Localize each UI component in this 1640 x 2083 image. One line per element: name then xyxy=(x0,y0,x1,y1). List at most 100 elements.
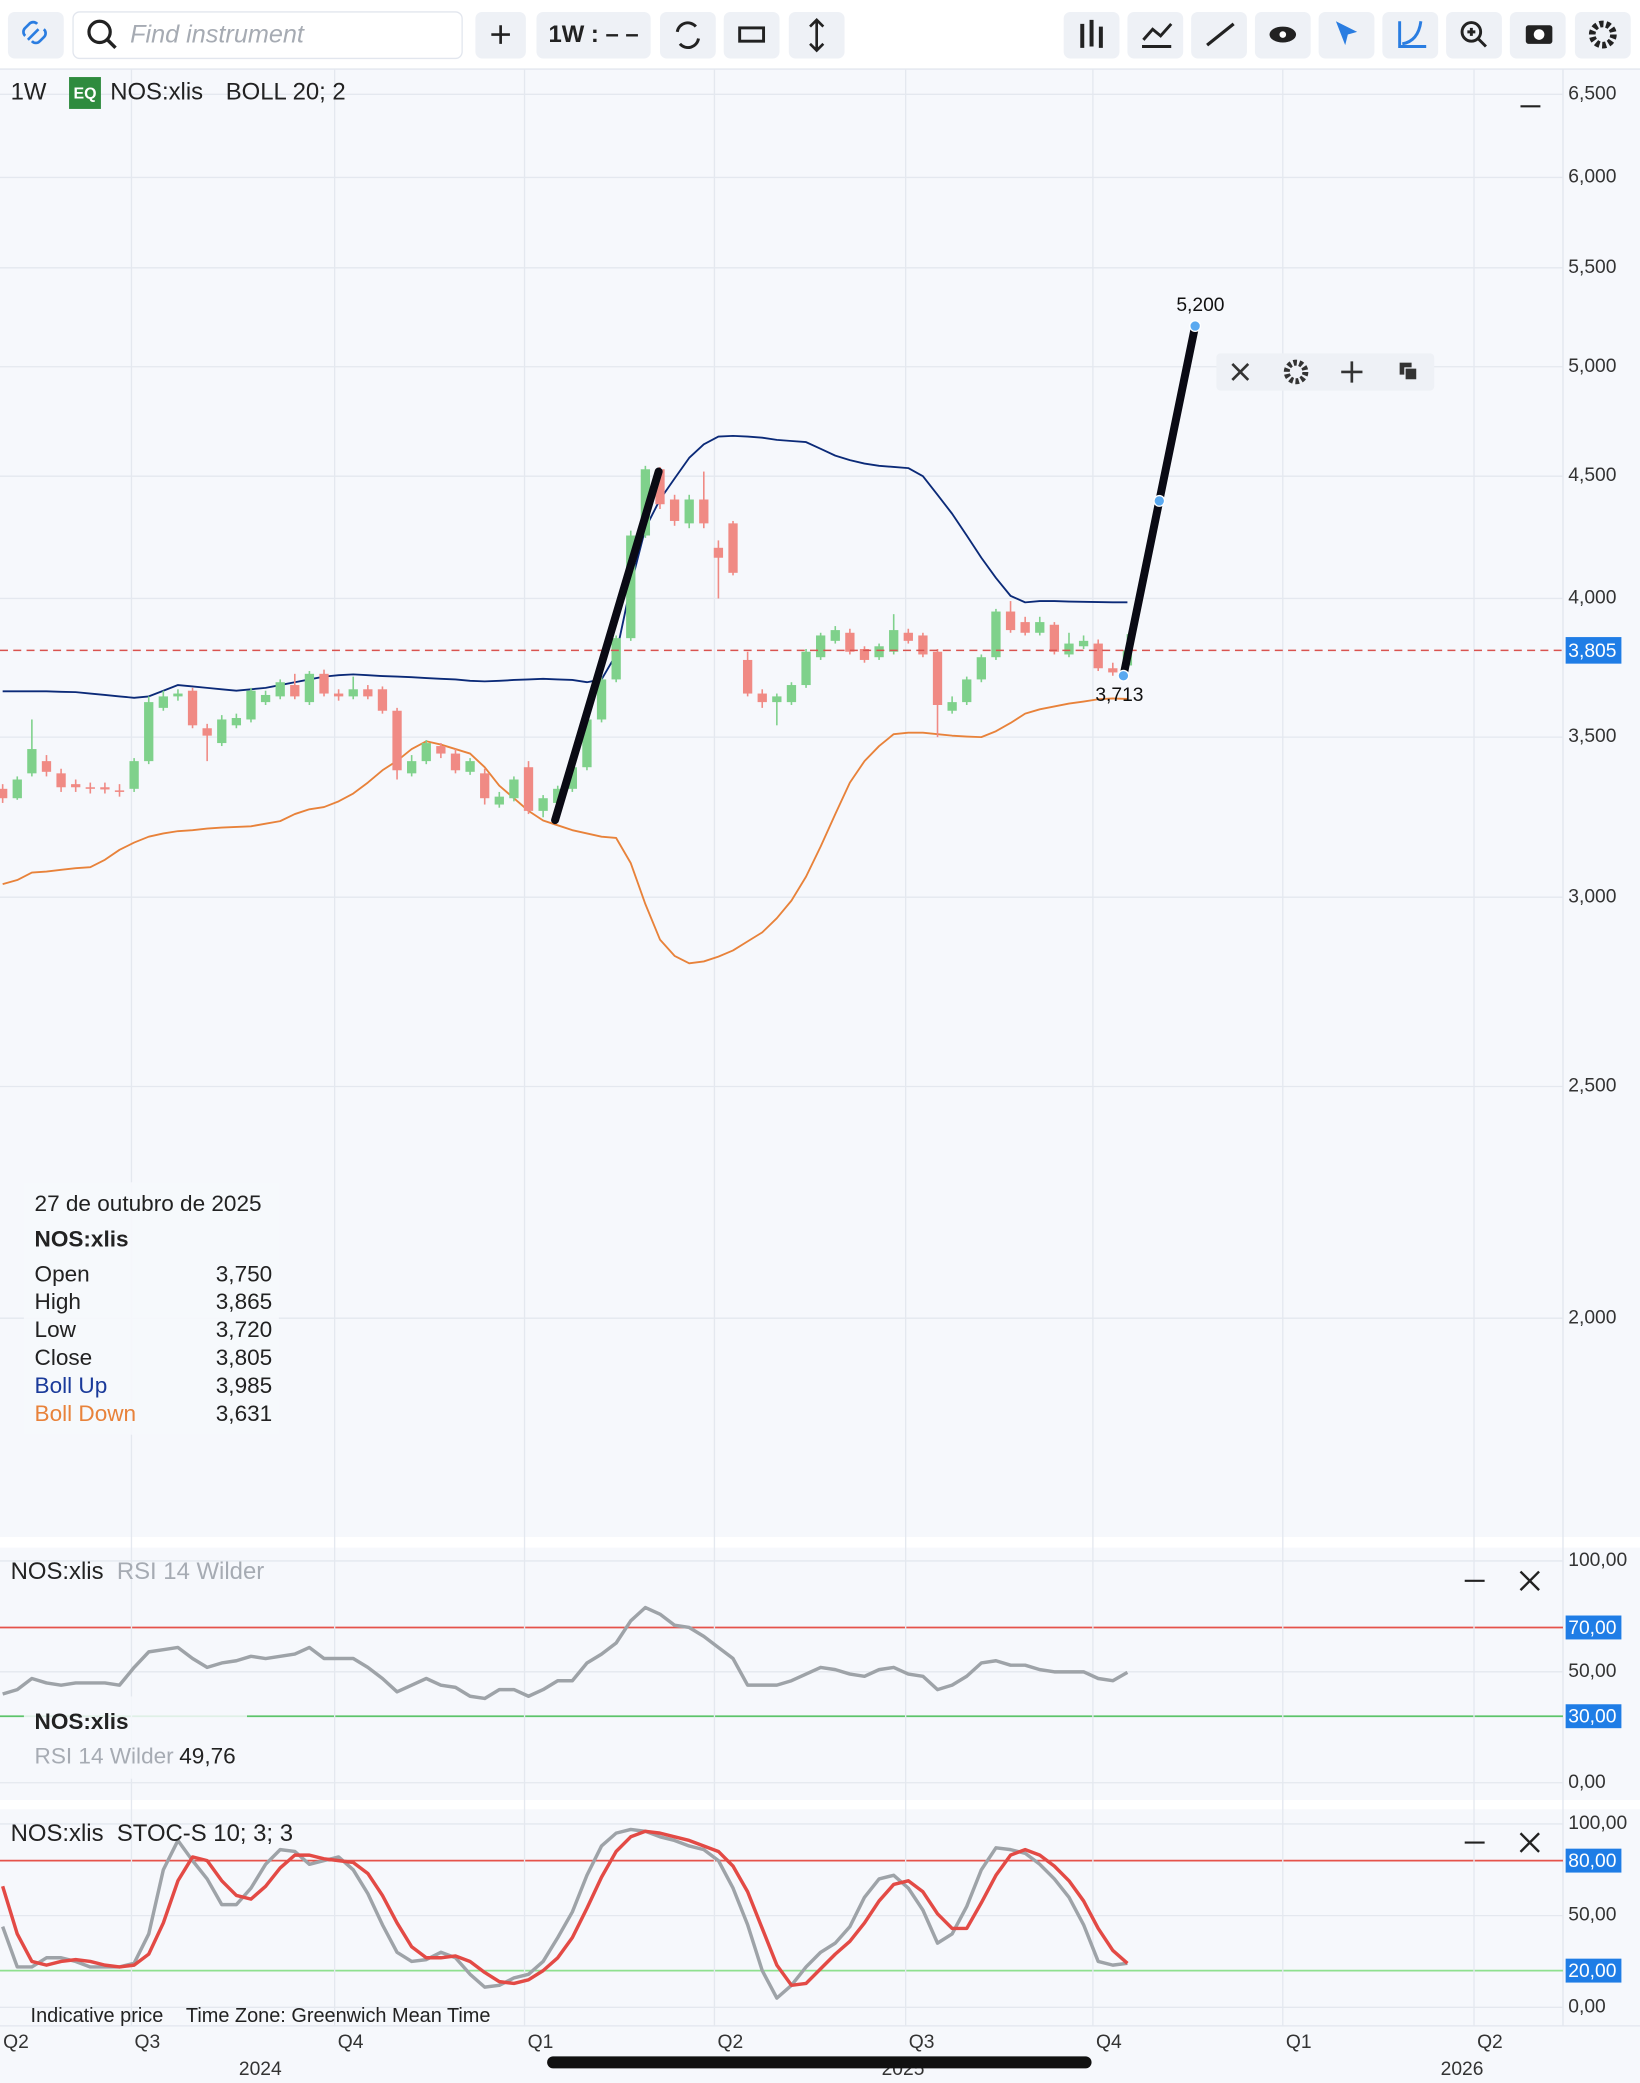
tooltip-row-value: 3,985 xyxy=(216,1373,272,1398)
y-tick-label: 3,500 xyxy=(1568,726,1616,747)
last-price-bg xyxy=(1565,637,1622,664)
candle-body xyxy=(217,719,227,744)
candle-body xyxy=(1049,624,1060,652)
panel-separator xyxy=(0,1537,1640,1548)
y-tick-label: 2,000 xyxy=(1568,1307,1616,1328)
candle-body xyxy=(801,651,811,686)
level-label: 80,00 xyxy=(1568,1851,1616,1872)
bollinger-line xyxy=(2,434,1128,699)
candle-body xyxy=(582,719,592,768)
indicator-line xyxy=(2,1605,1129,1701)
candle-body xyxy=(874,646,884,658)
tooltip-row-name: Open xyxy=(35,1261,90,1286)
candle-body xyxy=(0,788,8,799)
candle-body xyxy=(333,693,344,697)
candle-body xyxy=(509,779,519,799)
close-button[interactable] xyxy=(1519,1832,1540,1853)
candle-body xyxy=(699,499,709,524)
candle-body xyxy=(100,787,110,790)
drawing-settings[interactable] xyxy=(1283,359,1309,385)
candle-body xyxy=(1064,643,1074,655)
y-tick-label: 50,00 xyxy=(1568,1905,1616,1926)
badge-label: EQ xyxy=(73,86,96,103)
tooltip-row-value: 3,865 xyxy=(216,1289,272,1314)
stoch-symbol: NOS:xlis xyxy=(11,1820,104,1847)
candle-body xyxy=(27,749,37,774)
indicator-line xyxy=(1,1827,1128,2000)
candle-body xyxy=(772,696,782,703)
level-label: 20,00 xyxy=(1568,1961,1616,1982)
candle-body xyxy=(626,535,636,639)
rsi-symbol: NOS:xlis xyxy=(11,1558,104,1585)
candle-body xyxy=(742,659,753,694)
drawing-toolbar-bg xyxy=(1216,353,1435,391)
candle-body xyxy=(889,630,899,652)
delete-drawing[interactable] xyxy=(1231,363,1250,381)
y-tick-label: 2,500 xyxy=(1568,1076,1616,1097)
level-label: 70,00 xyxy=(1568,1618,1616,1639)
y-tick-label: 100,00 xyxy=(1568,1550,1627,1571)
search-box[interactable] xyxy=(72,11,463,60)
camera-icon xyxy=(1533,29,1545,40)
y-tick-label: 5,500 xyxy=(1568,257,1616,278)
tooltip-row-value: 3,720 xyxy=(216,1317,272,1342)
symbol: NOS:xlis xyxy=(110,78,203,105)
interval-button[interactable] xyxy=(536,11,651,59)
scrollbar[interactable] xyxy=(547,2056,1092,2069)
bollinger-line xyxy=(2,697,1128,965)
layout-button[interactable] xyxy=(723,11,780,59)
candle-body xyxy=(348,689,358,697)
chart-type-icon xyxy=(1080,19,1103,48)
add-icon xyxy=(491,25,510,44)
candle-body xyxy=(728,523,738,573)
indicator-line xyxy=(1,1829,1129,1988)
search-icon xyxy=(106,38,117,50)
curve-button[interactable] xyxy=(1382,11,1439,59)
eye-icon xyxy=(1279,31,1287,38)
candle-body xyxy=(202,728,212,736)
candle-body xyxy=(260,694,271,703)
trend-handle xyxy=(1117,669,1130,682)
x-year-label: 2024 xyxy=(239,2059,282,2080)
interval-label: 1W : – – xyxy=(548,21,638,48)
candle-body xyxy=(567,767,577,789)
link-button[interactable] xyxy=(7,11,64,59)
drawing-toolbar xyxy=(1216,353,1435,391)
link-icon xyxy=(22,20,47,45)
candle-body xyxy=(538,798,548,811)
y-tick-label: 3,000 xyxy=(1568,886,1616,907)
tooltip-row-name: Close xyxy=(35,1345,93,1370)
candle-body xyxy=(976,657,986,680)
candle-body xyxy=(158,696,168,708)
search-icon xyxy=(87,19,112,45)
refresh-icon xyxy=(675,21,700,49)
settings-button[interactable] xyxy=(1574,11,1631,59)
interval: 1W xyxy=(11,78,47,105)
tooltip-row-value: 3,631 xyxy=(216,1401,272,1426)
tooltip-symbol: NOS:xlis xyxy=(35,1227,129,1252)
y-tick-label: 100,00 xyxy=(1568,1813,1627,1834)
panel-separator xyxy=(0,1800,1640,1810)
indicators-button[interactable] xyxy=(1127,11,1184,59)
y-tick-label: 6,000 xyxy=(1568,167,1616,188)
y-tick-label: 50,00 xyxy=(1568,1661,1616,1682)
x-tick-label: Q4 xyxy=(1096,2032,1122,2053)
ohlc-tooltip: 27 de outubro de 2025 NOS:xlis Open 3,750… xyxy=(23,1182,279,1435)
x-tick-label: Q1 xyxy=(1286,2032,1312,2053)
candle-body xyxy=(85,787,95,789)
candle-body xyxy=(56,773,66,788)
add-drawing[interactable] xyxy=(1341,361,1363,383)
candle-body xyxy=(173,693,183,697)
candle-body xyxy=(830,630,840,641)
candle-body xyxy=(41,761,52,772)
candle-body xyxy=(187,690,198,726)
layout-icon xyxy=(738,26,766,43)
zoom-button[interactable] xyxy=(1446,11,1502,59)
draw-icon xyxy=(1206,22,1235,47)
candle-body xyxy=(845,632,855,652)
tooltip-row-value: 3,805 xyxy=(216,1345,272,1370)
close-button[interactable] xyxy=(1519,1570,1540,1591)
candle-body xyxy=(246,690,256,720)
refresh-button[interactable] xyxy=(659,11,716,59)
